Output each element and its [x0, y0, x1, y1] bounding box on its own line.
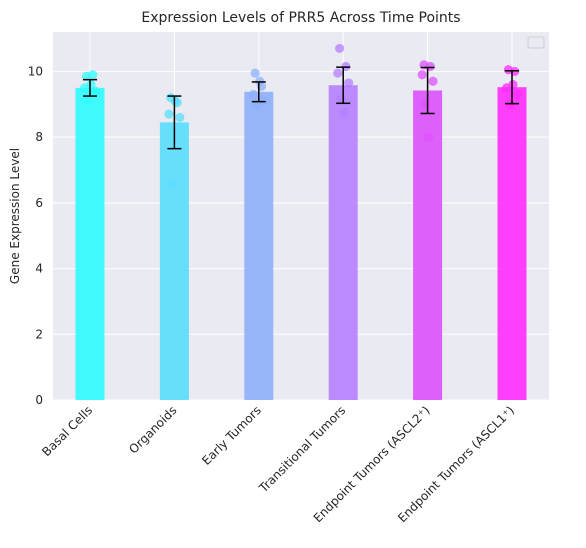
data-point [333, 68, 343, 78]
x-tick-label: Early Tumors [199, 403, 264, 468]
data-point [335, 43, 345, 54]
data-point [252, 101, 262, 111]
y-tick-label: 4 [35, 262, 43, 276]
x-tick-label: Organoids [126, 403, 179, 456]
plot-background [53, 32, 549, 400]
data-point [428, 76, 438, 86]
y-tick-labels: 0 2 4 6 8 10 [28, 64, 43, 407]
data-point [339, 107, 349, 118]
y-tick-label: 6 [35, 196, 43, 210]
data-points [80, 43, 523, 188]
y-tick-label: 2 [35, 327, 43, 341]
bars [75, 85, 527, 401]
bar [159, 122, 189, 400]
data-point [508, 79, 518, 90]
data-point [86, 79, 96, 90]
data-point [248, 89, 258, 100]
data-point [168, 178, 178, 188]
data-point [417, 70, 427, 80]
x-tick-label: Basal Cells [39, 403, 95, 459]
y-tick-label: 0 [35, 393, 43, 407]
data-point [90, 86, 100, 96]
bar [244, 91, 274, 401]
data-point [83, 96, 93, 106]
data-point [170, 96, 180, 106]
data-point [250, 68, 260, 78]
data-point [344, 78, 354, 88]
bar [328, 85, 358, 400]
chart-title: Expression Levels of PRR5 Across Time Po… [141, 10, 460, 26]
data-point [88, 70, 98, 80]
bar [75, 87, 105, 400]
y-axis-label: Gene Expression Level [8, 148, 22, 284]
bar [413, 90, 443, 400]
data-point [421, 99, 431, 109]
bar [497, 87, 527, 400]
data-point [423, 132, 434, 142]
x-tick-labels: Basal Cells Organoids Early TumorsTransiti… [39, 403, 517, 525]
y-tick-label: 8 [35, 130, 43, 144]
y-tick-label: 10 [28, 64, 43, 78]
legend-box [527, 36, 545, 49]
error-bars [83, 66, 519, 150]
data-point [175, 112, 185, 123]
legend [527, 36, 545, 49]
data-point [512, 89, 523, 100]
data-point [164, 109, 174, 119]
x-tick-label: Transitional Tumors [256, 403, 349, 496]
